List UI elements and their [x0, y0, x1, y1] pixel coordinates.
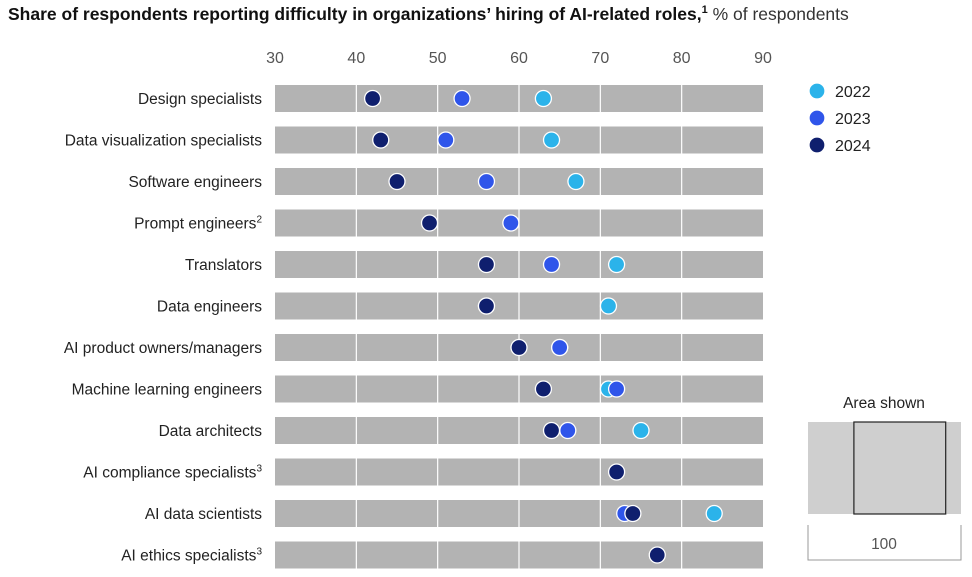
footnote-marker: 3	[256, 464, 262, 475]
data-point-2024	[510, 338, 528, 357]
data-point-2024	[477, 255, 496, 274]
x-tick-label: 70	[591, 50, 609, 67]
data-point-2024	[420, 214, 439, 232]
data-point-2024	[534, 380, 553, 398]
chart-title-unit: % of respondents	[707, 4, 849, 24]
category-label-text: Machine learning engineers	[72, 382, 263, 399]
data-point-2022	[599, 297, 618, 315]
data-point-2023	[551, 338, 569, 357]
data-point-2022	[632, 421, 650, 440]
category-label-text: Data visualization specialists	[65, 133, 263, 150]
legend-marker-2024	[808, 136, 826, 154]
full-range-value: 100	[871, 536, 897, 553]
data-point-2024	[542, 421, 561, 440]
data-point-2024	[372, 131, 390, 149]
data-point-2023	[542, 255, 561, 274]
data-point-2022	[705, 504, 723, 523]
category-label: AI ethics specialists3	[121, 547, 262, 565]
category-label-text: Data architects	[159, 423, 263, 440]
x-tick-label: 90	[754, 50, 772, 67]
data-point-2024	[477, 297, 496, 315]
area-shown-inset: Area shown 100	[807, 395, 962, 561]
x-tick-label: 40	[347, 50, 365, 67]
data-point-2024	[624, 504, 642, 523]
category-label: AI product owners/managers	[64, 340, 262, 357]
full-range-bracket	[807, 525, 962, 561]
category-label-text: AI product owners/managers	[64, 340, 262, 357]
gridlines	[355, 85, 683, 569]
data-point-2023	[437, 131, 455, 149]
data-point-2022	[542, 131, 561, 149]
category-label: AI data scientists	[145, 506, 262, 523]
category-label: Data engineers	[157, 299, 262, 316]
chart-title-main: Share of respondents reporting difficult…	[8, 4, 702, 24]
x-tick-label: 80	[673, 50, 691, 67]
x-tick-label: 50	[429, 50, 447, 67]
data-point-2024	[648, 546, 666, 564]
category-label: Translators	[185, 257, 262, 274]
category-label: Design specialists	[138, 91, 262, 108]
category-label: AI compliance specialists3	[83, 464, 262, 482]
category-label: Data architects	[159, 423, 263, 440]
category-label-text: Software engineers	[128, 174, 262, 191]
x-tick-label: 30	[266, 50, 284, 67]
shown-range-box	[853, 421, 947, 515]
data-point-2024	[388, 172, 406, 191]
data-points	[363, 89, 723, 564]
category-label: Software engineers	[128, 174, 262, 191]
category-label-text: AI ethics specialists	[121, 548, 256, 565]
chart-title-footnote: 1	[701, 4, 708, 17]
x-axis-ticks: 30 40 50 60 70 80 90	[266, 50, 772, 67]
x-tick-label: 60	[510, 50, 528, 67]
data-point-2022	[607, 255, 626, 274]
category-label-text: Design specialists	[138, 91, 262, 108]
category-label-text: AI compliance specialists	[83, 465, 256, 482]
data-point-2022	[534, 89, 553, 108]
legend-label: 2022	[835, 84, 871, 101]
category-label-text: Data engineers	[157, 299, 262, 316]
legend-marker-2023	[808, 109, 826, 127]
category-label: Prompt engineers2	[134, 215, 262, 233]
data-point-2022	[567, 172, 585, 191]
data-point-2023	[477, 172, 496, 191]
data-point-2023	[502, 214, 520, 232]
chart-title: Share of respondents reporting difficult…	[8, 4, 849, 25]
category-label-text: AI data scientists	[145, 506, 262, 523]
data-point-2024	[363, 89, 382, 108]
category-labels: Design specialists Data visualization spe…	[64, 91, 263, 565]
data-point-2023	[453, 89, 471, 108]
area-shown-label: Area shown	[843, 395, 925, 412]
data-point-2024	[607, 463, 626, 481]
category-label-text: Prompt engineers	[134, 216, 257, 233]
legend-label: 2023	[835, 111, 871, 128]
data-point-2023	[559, 421, 577, 440]
legend: 2022 2023 2024	[808, 82, 871, 155]
category-label: Data visualization specialists	[65, 133, 263, 150]
data-point-2023	[607, 380, 626, 398]
legend-label: 2024	[835, 138, 871, 155]
footnote-marker: 2	[256, 215, 262, 226]
category-label: Machine learning engineers	[72, 382, 263, 399]
footnote-marker: 3	[256, 547, 262, 558]
category-label-text: Translators	[185, 257, 262, 274]
legend-marker-2022	[808, 82, 826, 100]
